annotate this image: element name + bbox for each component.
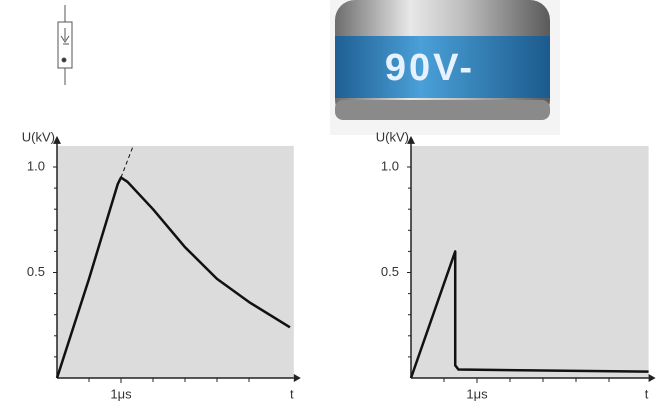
x-axis-label: t xyxy=(290,386,294,401)
y-tick-label: 0.5 xyxy=(27,264,45,279)
voltage-curve xyxy=(55,176,291,379)
x-axis-arrow xyxy=(293,374,301,382)
product-photo: 90V- xyxy=(330,0,560,135)
photo-label: 90V- xyxy=(385,47,475,89)
y-axis-label: U(kV) xyxy=(22,129,55,144)
y-axis-arrow xyxy=(53,135,61,144)
y-tick-label: 1.0 xyxy=(27,158,45,173)
y-tick-label: 0.5 xyxy=(381,264,399,279)
plot-area xyxy=(411,145,649,378)
y-axis-label: U(kV) xyxy=(376,129,409,144)
component-symbol xyxy=(57,5,73,85)
plot-area xyxy=(57,145,294,378)
y-tick-label: 1.0 xyxy=(381,158,399,173)
extrapolation-line xyxy=(120,145,134,178)
voltage-curve xyxy=(409,250,649,379)
x-tick-label: 1μs xyxy=(466,386,488,401)
x-axis-label: t xyxy=(645,386,649,401)
x-axis-arrow xyxy=(648,374,656,382)
x-tick-label: 1μs xyxy=(110,386,132,401)
y-axis-arrow xyxy=(407,135,415,144)
